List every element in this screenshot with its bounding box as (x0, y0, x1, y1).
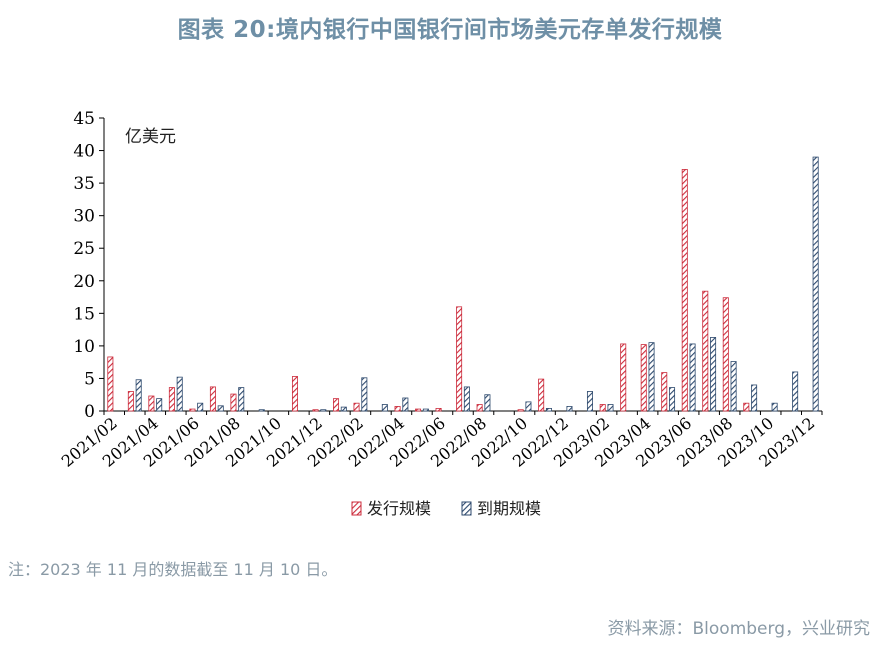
legend-swatch-issuance (351, 501, 362, 516)
bar-issuance (640, 344, 647, 412)
bar-issuance (599, 404, 606, 412)
y-tick-label: 0 (84, 402, 95, 422)
source-text: 资料来源：Bloomberg，兴业研究 (607, 619, 870, 639)
bar-maturity (156, 398, 163, 412)
bar-maturity (751, 384, 758, 412)
bar-maturity (381, 404, 388, 412)
unit-label: 亿美元 (125, 127, 176, 147)
legend: 发行规模 到期规模 (351, 499, 541, 518)
bar-maturity (648, 342, 655, 412)
y-tick-label: 15 (73, 304, 95, 324)
bar-maturity (669, 387, 676, 412)
bar-issuance (517, 409, 524, 412)
legend-label-issuance: 发行规模 (367, 499, 431, 518)
tick-labels: 0510152025303540452021/022021/042021/062… (58, 109, 819, 471)
bar-maturity (135, 379, 142, 412)
bar-issuance (702, 290, 709, 412)
bar-maturity (545, 407, 552, 412)
bar-maturity (238, 387, 245, 412)
bar-maturity (197, 402, 204, 412)
bar-issuance (681, 169, 688, 412)
chart: 0510152025303540452021/022021/042021/062… (58, 109, 823, 518)
bar-maturity (422, 408, 429, 412)
bar-issuance (394, 406, 401, 412)
bar-maturity (402, 397, 409, 412)
bar-issuance (333, 398, 340, 412)
y-tick-label: 20 (73, 272, 95, 292)
y-tick-label: 45 (73, 109, 95, 129)
bar-issuance (168, 387, 175, 412)
y-tick-label: 10 (73, 337, 95, 357)
bar-maturity (689, 343, 696, 412)
bar-maturity (217, 405, 224, 412)
bar-issuance (620, 343, 627, 412)
bar-maturity (730, 361, 737, 412)
bar-issuance (291, 376, 298, 412)
page-title: 图表 20:境内银行中国银行间市场美元存单发行规模 (177, 17, 723, 43)
bar-issuance (209, 386, 216, 412)
bar-maturity (463, 386, 470, 412)
bar-issuance (435, 407, 442, 412)
y-tick-label: 35 (73, 174, 95, 194)
bar-maturity (320, 409, 327, 412)
bar-maturity (258, 409, 265, 412)
bar-maturity (812, 156, 819, 412)
y-tick-label: 30 (73, 207, 95, 227)
bar-maturity (566, 406, 573, 412)
bar-maturity (176, 376, 183, 412)
bar-issuance (538, 378, 545, 412)
bar-issuance (148, 395, 155, 412)
bar-issuance (722, 297, 729, 412)
y-tick-label: 5 (84, 369, 95, 389)
bar-issuance (456, 306, 463, 412)
bar-maturity (771, 402, 778, 412)
bar-maturity (586, 391, 593, 412)
bar-maturity (792, 371, 799, 412)
bar-issuance (312, 409, 319, 412)
bar-maturity (710, 337, 717, 412)
bar-issuance (415, 408, 422, 412)
bar-maturity (340, 406, 347, 412)
bar-issuance (353, 402, 360, 412)
bar-issuance (107, 356, 114, 412)
bars (107, 156, 819, 412)
bar-maturity (484, 394, 491, 412)
bar-maturity (361, 377, 368, 412)
legend-label-maturity: 到期规模 (477, 499, 541, 518)
y-tick-label: 25 (73, 239, 95, 259)
legend-swatch-maturity (461, 501, 472, 516)
bar-maturity (525, 401, 532, 412)
bar-maturity (607, 404, 614, 412)
bar-issuance (230, 393, 237, 412)
bar-issuance (743, 402, 750, 412)
y-tick-label: 40 (73, 142, 95, 162)
bar-issuance (189, 408, 196, 412)
bar-issuance (661, 372, 668, 412)
footnote: 注：2023 年 11 月的数据截至 11 月 10 日。 (8, 560, 338, 579)
bar-issuance (127, 391, 134, 412)
bar-issuance (476, 404, 483, 412)
